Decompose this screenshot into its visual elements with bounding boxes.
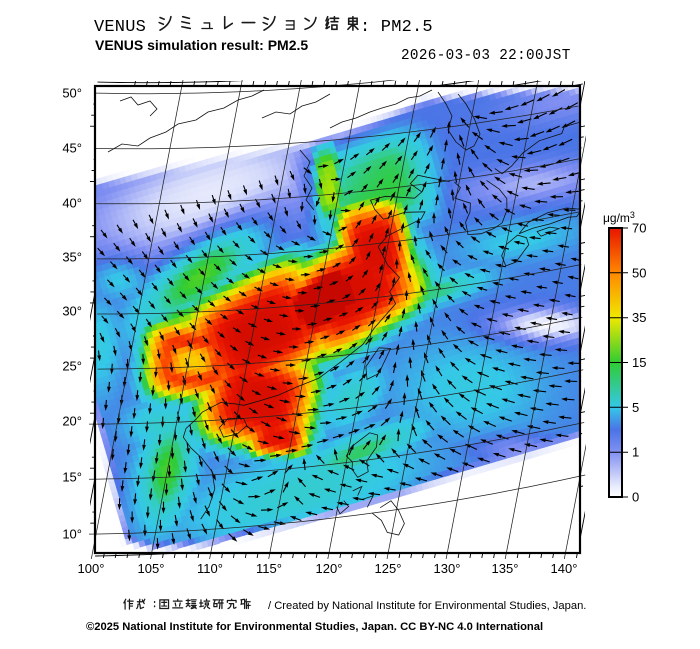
- svg-text:70: 70: [632, 221, 646, 236]
- svg-text:15: 15: [632, 355, 646, 370]
- svg-text:110°: 110°: [197, 561, 223, 576]
- svg-text:©2025 National Institute for E: ©2025 National Institute for Environment…: [86, 621, 543, 633]
- svg-text:2026-03-03 22:00JST: 2026-03-03 22:00JST: [401, 48, 571, 64]
- svg-text:25°: 25°: [62, 359, 82, 374]
- svg-text:15°: 15°: [62, 470, 82, 485]
- svg-text:115°: 115°: [256, 561, 282, 576]
- svg-text:140°: 140°: [551, 561, 578, 576]
- svg-text:50: 50: [632, 265, 646, 280]
- svg-text:125°: 125°: [375, 561, 402, 576]
- svg-text:: PM2.5: : PM2.5: [360, 18, 433, 37]
- svg-text:/ Created by National Institut: / Created by National Institute for Envi…: [268, 600, 586, 612]
- svg-text:40°: 40°: [62, 196, 82, 211]
- svg-text:VENUS: VENUS: [94, 18, 146, 37]
- svg-text:10°: 10°: [62, 527, 82, 542]
- svg-text:5: 5: [632, 400, 639, 415]
- svg-text:20°: 20°: [62, 414, 82, 429]
- svg-text:100°: 100°: [78, 561, 105, 576]
- svg-text:30°: 30°: [62, 304, 82, 319]
- svg-text:35°: 35°: [62, 250, 82, 265]
- svg-text:130°: 130°: [434, 561, 461, 576]
- svg-text:VENUS simulation result: PM2.5: VENUS simulation result: PM2.5: [95, 37, 308, 53]
- svg-text:50°: 50°: [62, 86, 82, 101]
- svg-text:45°: 45°: [62, 141, 82, 156]
- svg-text:35: 35: [632, 310, 646, 325]
- svg-text:135°: 135°: [492, 561, 519, 576]
- svg-text:105°: 105°: [138, 561, 165, 576]
- svg-text:0: 0: [632, 490, 639, 505]
- svg-text:120°: 120°: [316, 561, 343, 576]
- svg-text:1: 1: [632, 445, 639, 460]
